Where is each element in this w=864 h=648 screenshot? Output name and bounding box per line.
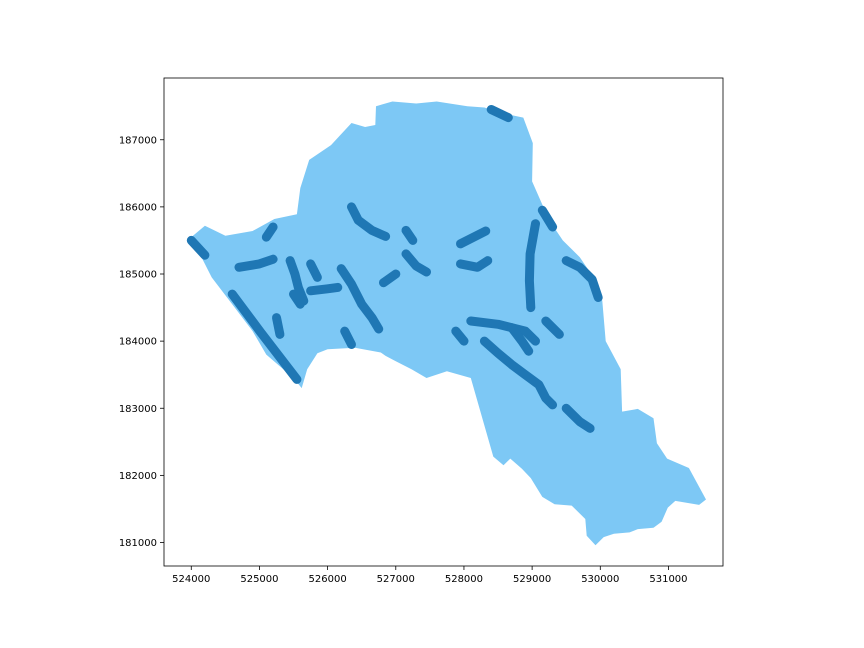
x-tick-label: 528000 bbox=[445, 574, 483, 585]
road-buffer-11 bbox=[340, 326, 356, 349]
road-buffer-27 bbox=[306, 259, 322, 282]
y-tick-label: 181000 bbox=[119, 538, 157, 549]
x-axis: 524000 525000 526000 527000 528000 529000 5300… bbox=[172, 566, 688, 585]
road-buffer-21 bbox=[524, 219, 540, 313]
road-buffer-8 bbox=[289, 289, 305, 309]
map-layer bbox=[186, 101, 707, 546]
y-tick-label: 183000 bbox=[119, 404, 157, 415]
y-tick-label: 187000 bbox=[119, 135, 157, 146]
road-buffer-18 bbox=[451, 326, 469, 346]
road-buffer-23 bbox=[541, 316, 564, 339]
y-tick-label: 186000 bbox=[119, 202, 157, 213]
road-buffer-14 bbox=[379, 269, 401, 288]
road-buffer-12 bbox=[401, 225, 418, 245]
road-buffer-20 bbox=[507, 323, 534, 356]
road-buffer-6 bbox=[285, 256, 309, 306]
borough-boundary bbox=[190, 101, 707, 546]
x-tick-label: 531000 bbox=[649, 574, 687, 585]
road-buffer-7 bbox=[306, 282, 343, 296]
y-axis: 181000 182000 183000 184000 185000 186000 1870… bbox=[119, 135, 164, 549]
road-buffer-2 bbox=[227, 289, 302, 384]
road-buffer-24 bbox=[561, 256, 603, 302]
axes-frame bbox=[163, 77, 724, 567]
road-buffer-3 bbox=[234, 254, 278, 272]
road-buffer-16 bbox=[456, 256, 493, 272]
road-buffer-26 bbox=[486, 105, 513, 123]
road-buffer-9 bbox=[336, 264, 384, 334]
x-tick-label: 527000 bbox=[377, 574, 415, 585]
x-tick-label: 525000 bbox=[240, 574, 278, 585]
road-buffer-25 bbox=[561, 403, 595, 433]
x-tick-label: 524000 bbox=[172, 574, 210, 585]
road-buffer-22 bbox=[537, 205, 558, 232]
y-tick-label: 184000 bbox=[119, 337, 157, 348]
road-buffer-1 bbox=[186, 235, 210, 260]
road-buffer-13 bbox=[401, 249, 431, 277]
road-buffer-19 bbox=[479, 336, 558, 410]
road-buffer-4 bbox=[261, 222, 278, 242]
x-tick-label: 530000 bbox=[581, 574, 619, 585]
y-tick-label: 182000 bbox=[119, 471, 157, 482]
x-tick-label: 526000 bbox=[309, 574, 347, 585]
y-tick-label: 185000 bbox=[119, 270, 157, 281]
x-tick-label: 529000 bbox=[513, 574, 551, 585]
road-buffer-15 bbox=[456, 226, 491, 249]
road-buffer-10 bbox=[347, 202, 391, 241]
road-buffer-5 bbox=[272, 313, 285, 339]
